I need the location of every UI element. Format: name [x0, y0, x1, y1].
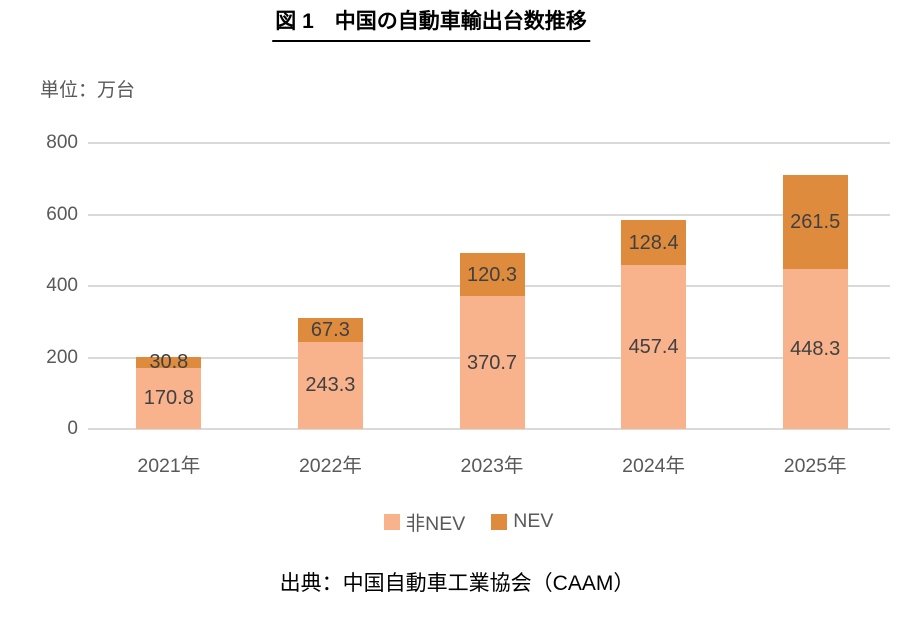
data-label-nev-2025年: 261.5	[790, 210, 841, 233]
y-axis-tick-600: 600	[46, 203, 78, 225]
bar-segment-nev-2023年: 120.3	[459, 253, 525, 297]
x-axis-label-2021年: 2021年	[137, 455, 201, 477]
data-label-non-nev-2024年: 457.4	[628, 336, 679, 359]
bar-segment-non-nev-2023年: 370.7	[459, 296, 525, 429]
bar-segment-nev-2025年: 261.5	[782, 175, 848, 269]
legend: 非NEV NEV	[0, 507, 919, 536]
bar-2025年: 261.5 448.3	[782, 175, 848, 429]
y-axis-tick-0: 0	[67, 418, 78, 439]
gridline-y600	[88, 213, 890, 216]
x-axis-label-2024年: 2024年	[622, 455, 686, 477]
bar-segment-nev-2022年: 67.3	[297, 317, 363, 342]
bar-2023年: 120.3 370.7	[459, 253, 525, 429]
bar-segment-non-nev-2024年: 457.4	[621, 265, 687, 429]
chart-title: 図 1 中国の自動車輸出台数推移	[272, 9, 590, 43]
legend-item-non-nev: 非NEV	[383, 507, 466, 536]
x-axis-label-2022年: 2022年	[298, 455, 362, 477]
bar-2021年: 30.8 170.8	[136, 352, 202, 429]
gridline-y800	[88, 142, 890, 144]
data-label-nev-2021年: 30.8	[149, 351, 189, 374]
legend-label-non-nev: 非NEV	[405, 513, 466, 535]
data-label-nev-2022年: 67.3	[310, 318, 350, 341]
bar-segment-nev-2021年: 30.8	[136, 352, 202, 372]
x-axis-label-2023年: 2023年	[460, 455, 524, 477]
bar-segment-non-nev-2022年: 243.3	[297, 342, 363, 429]
gridline-y0	[88, 428, 890, 430]
bar-segment-non-nev-2021年: 170.8	[136, 367, 202, 429]
legend-swatch-non-nev	[383, 513, 400, 530]
legend-item-nev: NEV	[491, 510, 553, 533]
data-label-nev-2024年: 128.4	[628, 231, 679, 254]
x-axis-label-2025年: 2025年	[783, 455, 847, 477]
legend-label-nev: NEV	[513, 510, 554, 532]
bar-segment-nev-2024年: 128.4	[621, 219, 687, 266]
data-label-non-nev-2025年: 448.3	[790, 337, 841, 360]
unit-label: 単位：万台	[40, 80, 136, 101]
y-axis-tick-800: 800	[46, 132, 78, 153]
bar-2022年: 67.3 243.3	[297, 317, 363, 429]
bar-2024年: 128.4 457.4	[621, 219, 687, 429]
data-label-nev-2023年: 120.3	[466, 263, 518, 286]
y-axis-tick-200: 200	[46, 346, 78, 368]
data-label-non-nev-2022年: 243.3	[305, 374, 356, 397]
legend-swatch-nev	[491, 513, 508, 530]
bar-segment-non-nev-2025年: 448.3	[782, 268, 848, 429]
data-label-non-nev-2021年: 170.8	[143, 387, 194, 410]
source-citation: 出典：中国自動車工業協会（CAAM）	[279, 572, 635, 595]
y-axis-tick-400: 400	[46, 275, 78, 296]
data-label-non-nev-2023年: 370.7	[466, 351, 518, 374]
